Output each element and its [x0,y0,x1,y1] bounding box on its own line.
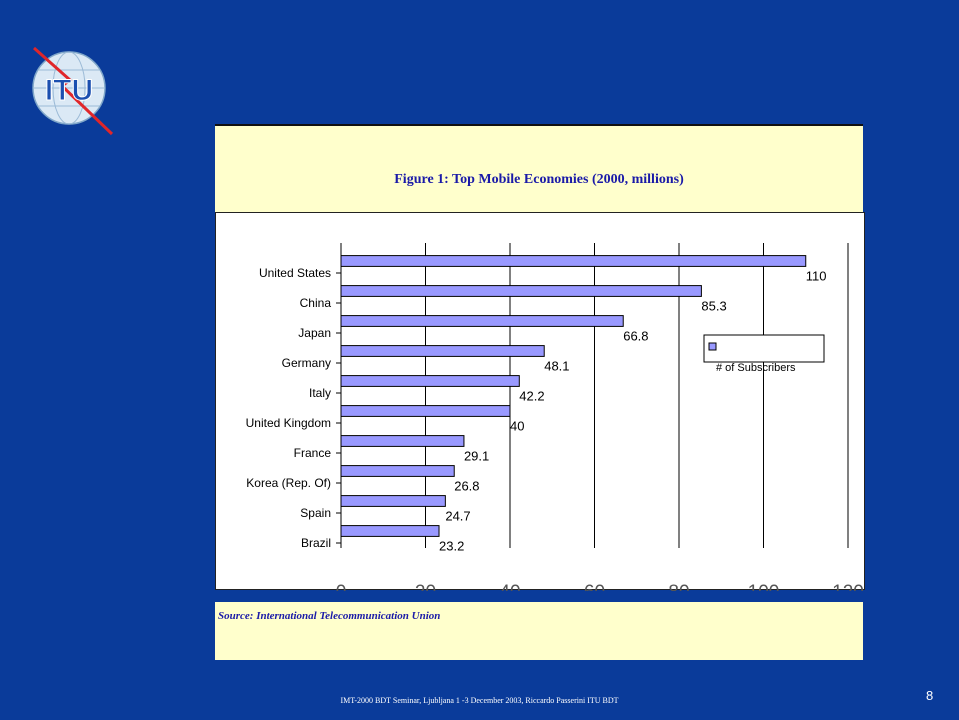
category-label: Korea (Rep. Of) [246,476,331,490]
category-label: France [294,446,332,460]
x-tick-label: 100 [748,582,780,591]
category-label: United Kingdom [246,416,331,430]
source-panel: Source: International Telecommunication … [215,602,863,660]
x-tick-label: 0 [336,582,347,591]
category-label: China [300,296,332,310]
data-label: 110 [806,268,827,283]
data-label: 48.1 [544,358,569,373]
legend-box [703,334,825,363]
bar [340,525,440,537]
category-label: Japan [298,326,331,340]
bar [340,465,455,477]
data-label: 24.7 [445,508,470,523]
data-label: 26.8 [454,478,479,493]
itu-logo: ITU [22,38,117,138]
x-tick-label: 60 [584,582,605,591]
x-tick-label: 80 [668,582,689,591]
bar [340,345,545,357]
category-label: Germany [282,356,331,370]
source-note: Source: International Telecommunication … [218,610,441,622]
bar [340,495,446,507]
bar [340,255,807,267]
title-panel: Figure 1: Top Mobile Economies (2000, mi… [215,124,863,214]
x-tick-label: 20 [415,582,436,591]
bar-chart: 0 20 40 60 80 100 120 United States 110 China 85.3… [246,243,864,591]
chart-panel: 0 20 40 60 80 100 120 United States 110 China 85.3… [215,212,865,591]
category-label: Italy [309,386,331,400]
category-label: Brazil [301,536,331,550]
legend-label: # of Subscribers [716,362,796,374]
x-tick-label: 120 [832,582,864,591]
chart-title: Figure 1: Top Mobile Economies (2000, mi… [394,172,684,187]
footer-text: IMT-2000 BDT Seminar, Ljubljana 1 -3 Dec… [340,696,619,705]
bar [340,285,702,297]
category-label: United States [259,266,331,280]
category-label: Spain [300,506,331,520]
bar [340,435,465,447]
bar [340,375,520,387]
data-label: 85.3 [701,298,726,313]
legend-swatch [708,342,717,351]
data-label: 23.2 [439,538,464,553]
data-label: 42.2 [519,388,544,403]
data-label: 29.1 [464,448,489,463]
slide-number: 8 [926,688,934,703]
data-label: 66.8 [623,328,648,343]
lightning-bolt-icon [33,46,114,136]
logo-text: ITU [45,74,93,107]
bar [340,315,624,327]
bar [340,405,511,417]
data-label: 40 [510,418,524,433]
x-tick-label: 40 [499,582,520,591]
globe-icon [32,51,106,125]
